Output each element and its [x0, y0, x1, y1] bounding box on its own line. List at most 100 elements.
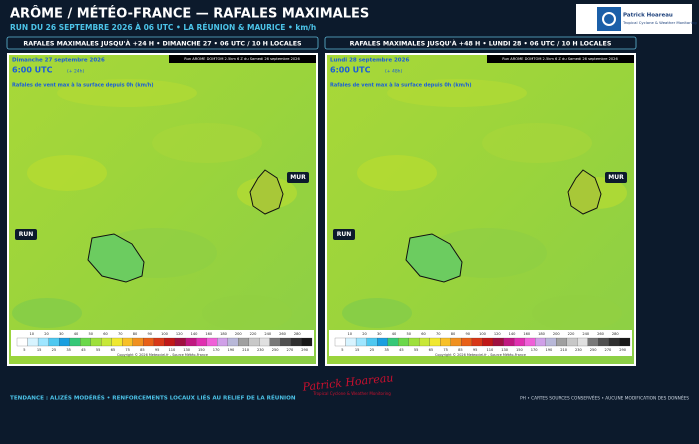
colorbar-bottom-tick: 45 [81, 348, 86, 352]
panel-heading-box [6, 36, 319, 50]
island-mauritius [567, 169, 602, 215]
colorbar-top-tick: 30 [59, 332, 64, 336]
colorbar-bottom-tick: 230 [257, 348, 265, 352]
colorbar-cell [259, 337, 270, 347]
colorbar-cell [132, 337, 144, 347]
colorbar-cell [217, 337, 228, 347]
colorbar-top-tick: 240 [264, 332, 272, 336]
logo-swirl [602, 12, 616, 26]
colorbar-bottom-tick: 130 [501, 348, 509, 352]
colorbar-cell [429, 337, 441, 347]
colorbar-top-tick: 40 [74, 332, 79, 336]
colorbar-cell [524, 337, 536, 347]
wind-area [532, 295, 622, 331]
colorbar-cell [290, 337, 302, 347]
colorbar-top-tick: 260 [597, 332, 605, 336]
colorbar-bottom-tick: 130 [183, 348, 191, 352]
colorbar-cell [419, 337, 430, 347]
colorbar-top-tick: 50 [406, 332, 411, 336]
map-run-box [169, 55, 316, 63]
colorbar-bottom-tick: 230 [575, 348, 583, 352]
colorbar-cell [122, 337, 133, 347]
colorbar-top-tick: 140 [191, 332, 199, 336]
colorbar-cell [450, 337, 462, 347]
colorbar-cell [185, 337, 197, 347]
colorbar-bottom-tick: 25 [370, 348, 375, 352]
wind-area [57, 79, 197, 107]
colorbar-top-tick: 280 [294, 332, 302, 336]
wind-area [12, 298, 82, 328]
colorbar-cell [269, 337, 281, 347]
colorbar-cell [164, 337, 176, 347]
colorbar-cell [80, 337, 91, 347]
colorbar-cell [355, 337, 367, 347]
colorbar-cell [59, 337, 70, 347]
colorbar-top-tick: 280 [612, 332, 620, 336]
map-field: Rafales de vent max à la surface depuis … [12, 82, 154, 89]
colorbar-top-tick: 160 [205, 332, 213, 336]
colorbar-cell [174, 337, 186, 347]
signature-tagline: Tropical Cyclone & Weather Monitoring [312, 391, 391, 396]
colorbar-cell [16, 337, 28, 347]
colorbar-top-tick: 70 [118, 332, 123, 336]
colorbar-top-tick: 240 [582, 332, 590, 336]
colorbar-cell [556, 337, 567, 347]
colorbar-cell [577, 337, 588, 347]
colorbar-top-tick: 140 [509, 332, 517, 336]
colorbar-bottom-tick: 290 [619, 348, 627, 352]
colorbar-cell [345, 337, 357, 347]
colorbar-bottom-tick: 190 [227, 348, 235, 352]
colorbar-top-tick: 120 [176, 332, 184, 336]
colorbar-cell [37, 337, 49, 347]
colorbar-top-tick: 60 [421, 332, 426, 336]
panels: RAFALES MAXIMALES JUSQU'À +24 H • DIMANC… [6, 36, 637, 366]
colorbar-cell [111, 337, 123, 347]
colorbar-bottom-tick: 110 [486, 348, 494, 352]
colorbar-bottom-tick: 5 [23, 348, 25, 352]
colorbar-top-tick: 200 [235, 332, 243, 336]
colorbar-cell [366, 337, 378, 347]
subtitle: RUN DU 26 SEPTEMBRE 2026 À 06 UTC • LA R… [10, 23, 316, 32]
colorbar-bottom-tick: 150 [516, 348, 524, 352]
colorbar-cell [587, 337, 599, 347]
logo-name: Patrick Hoareau [623, 13, 673, 19]
colorbar-cell [90, 337, 102, 347]
colorbar-cell [153, 337, 165, 347]
colorbar-top-tick: 180 [220, 332, 228, 336]
island-reunion [87, 233, 145, 283]
colorbar-cell [461, 337, 473, 347]
colorbar-bottom-tick: 55 [96, 348, 101, 352]
colorbar-top-tick: 200 [553, 332, 561, 336]
footer-notice: PH • CARTES SOURCES CONSERVÉES • AUCUNE … [520, 394, 689, 402]
colorbar-bottom-tick: 15 [37, 348, 42, 352]
colorbar-bottom-tick: 95 [473, 348, 478, 352]
map-run-box [487, 55, 634, 63]
colorbar-cell [408, 337, 420, 347]
colorbar-bottom-tick: 25 [52, 348, 57, 352]
colorbar-top-tick: 50 [88, 332, 93, 336]
map-run: Run AROME DOMTOM 2.5km 6 Z du Samedi 26 … [184, 57, 300, 61]
logo-icon [597, 7, 621, 31]
panel: RAFALES MAXIMALES JUSQU'À +24 H • DIMANC… [6, 36, 319, 366]
panel: RAFALES MAXIMALES JUSQU'À +48 H • LUNDI … [324, 36, 637, 366]
colorbar-cell [280, 337, 292, 347]
colorbar-cell [196, 337, 207, 347]
wind-area [387, 79, 527, 107]
colorbar-top-tick: 30 [377, 332, 382, 336]
map-copyright: Copyright © 2026 Meteociel.fr - Source M… [435, 353, 526, 357]
colorbar-cell [514, 337, 525, 347]
colorbar-bottom-tick: 65 [429, 348, 434, 352]
colorbar-bottom-tick: 95 [155, 348, 160, 352]
colorbar-cell [143, 337, 155, 347]
colorbar-top-tick: 160 [523, 332, 531, 336]
colorbar-top-tick: 10 [347, 332, 352, 336]
colorbar-top-tick: 100 [161, 332, 169, 336]
colorbar-top-tick: 180 [538, 332, 546, 336]
label-reunion: RUN [337, 231, 352, 238]
colorbar-cell [492, 337, 504, 347]
map-time: 6:00 UTC [330, 66, 371, 75]
colorbar-bottom-tick: 110 [168, 348, 176, 352]
colorbar-bottom-tick: 290 [301, 348, 309, 352]
label-mauritius: MUR [290, 174, 306, 181]
